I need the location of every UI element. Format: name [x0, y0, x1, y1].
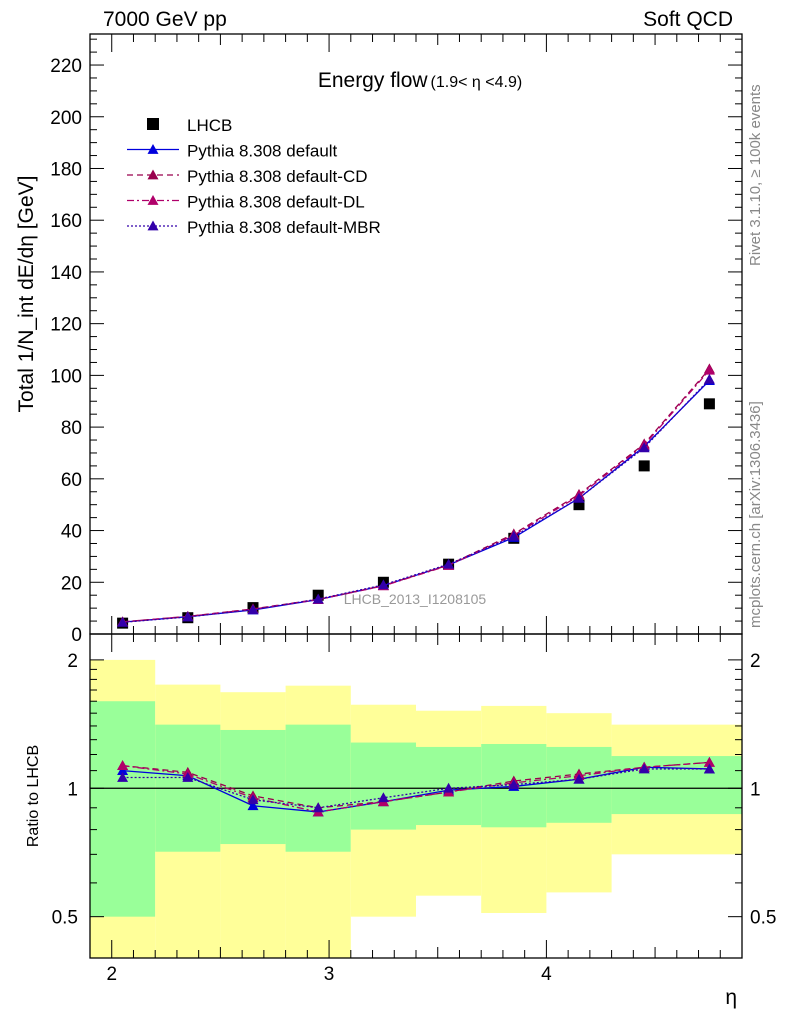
ratio-series-3-point [117, 771, 129, 782]
ratio-series-3-point [638, 763, 650, 774]
main-series-line-2 [122, 368, 710, 623]
main-series-4-point [312, 593, 324, 604]
main-y-tick-label-160: 160 [50, 211, 82, 232]
x-tick-label-2: 2 [106, 964, 117, 985]
ratio-y-tick-label-left-2: 2 [67, 651, 78, 672]
x-tick-label-3: 3 [324, 964, 335, 985]
ratio-series-2-point [703, 756, 715, 767]
main-series-4-point [703, 373, 715, 384]
legend-marker-lhcb [147, 118, 159, 130]
main-y-axis-label: Total 1/N_int dE/dη [GeV] [15, 176, 38, 413]
main-plot-title: Energy flow (1.9< η <4.9) [318, 69, 522, 92]
main-plot-title-text: Energy flow [318, 69, 429, 92]
main-y-tick-label-0: 0 [71, 625, 82, 646]
ratio-series-3-point [703, 763, 715, 774]
ratio-y-axis-label: Ratio to LHCB [25, 745, 42, 847]
main-y-tick-label-200: 200 [50, 108, 82, 129]
ratio-series-0-point [247, 800, 259, 811]
ratio-series-3-point [443, 782, 455, 793]
main-series-4-point [573, 492, 585, 503]
legend-marker-2 [147, 169, 159, 180]
ratio-inner-band-7 [546, 746, 612, 823]
legend-label-4: Pythia 8.308 default-MBR [187, 218, 381, 237]
main-series-4-point [443, 558, 455, 569]
header-right-label: Soft QCD [643, 8, 733, 31]
main-y-tick-label-100: 100 [50, 366, 82, 387]
main-series-line-1 [122, 380, 710, 623]
lhcb-data-point [703, 398, 715, 410]
ratio-series-3-point [182, 771, 194, 782]
main-series-line-3 [122, 369, 710, 623]
ratio-series-line-1 [122, 761, 710, 809]
header-left-label: 7000 GeV pp [103, 8, 227, 31]
main-y-tick-label-180: 180 [50, 159, 82, 180]
ratio-y-tick-label-right-2: 2 [750, 651, 761, 672]
main-y-tick-label-140: 140 [50, 263, 82, 284]
legend-label-1: Pythia 8.308 default [187, 142, 338, 161]
ratio-inner-band-8 [611, 756, 742, 815]
main-y-tick-label-20: 20 [61, 573, 82, 594]
main-series-4-point [117, 616, 129, 627]
main-plot-title-range: (1.9< η <4.9) [431, 74, 523, 91]
lhcb-data-point [573, 499, 585, 511]
legend-label-0: LHCB [187, 116, 232, 135]
main-series-4-point [638, 442, 650, 453]
ratio-y-tick-label-left-1: 1 [67, 779, 78, 800]
ratio-series-line-0 [122, 766, 710, 813]
main-series-4-point [508, 530, 520, 541]
ratio-inner-band-0 [90, 701, 156, 917]
ratio-series-line-2 [122, 761, 710, 813]
ratio-y-tick-label-right-0.5: 0.5 [750, 908, 776, 929]
legend-label-3: Pythia 8.308 default-DL [187, 193, 365, 212]
ratio-y-tick-label-right-1: 1 [750, 779, 761, 800]
ratio-series-3-point [377, 792, 389, 803]
legend-marker-4 [147, 220, 159, 231]
ratio-inner-band-2 [220, 729, 286, 845]
main-y-tick-label-220: 220 [50, 56, 82, 77]
lhcb-data-point [638, 460, 650, 472]
main-series-4-point [377, 579, 389, 590]
main-y-tick-label-40: 40 [61, 522, 82, 543]
legend-marker-1 [147, 144, 159, 154]
legend-label-2: Pythia 8.308 default-CD [187, 167, 368, 186]
legend-marker-3 [147, 195, 159, 205]
ratio-inner-band-4 [350, 742, 416, 830]
x-axis-label: η [725, 986, 737, 1009]
ratio-series-2-point [117, 760, 129, 771]
main-y-tick-label-60: 60 [61, 470, 82, 491]
ratio-series-0-point [117, 765, 129, 776]
analysis-watermark: LHCB_2013_I1208105 [344, 591, 487, 607]
ratio-series-3-point [573, 773, 585, 784]
main-series-line-4 [122, 378, 710, 624]
ratio-y-tick-label-left-0.5: 0.5 [52, 908, 78, 929]
main-series-4-point [182, 611, 194, 622]
main-y-tick-label-80: 80 [61, 418, 82, 439]
ratio-series-3-point [312, 802, 324, 813]
x-tick-label-4: 4 [541, 964, 552, 985]
ratio-series-3-point [508, 779, 520, 790]
main-y-tick-label-120: 120 [50, 315, 82, 336]
main-series-3-point [703, 364, 715, 375]
ratio-series-3-point [247, 794, 259, 805]
main-series-4-point [247, 604, 259, 615]
